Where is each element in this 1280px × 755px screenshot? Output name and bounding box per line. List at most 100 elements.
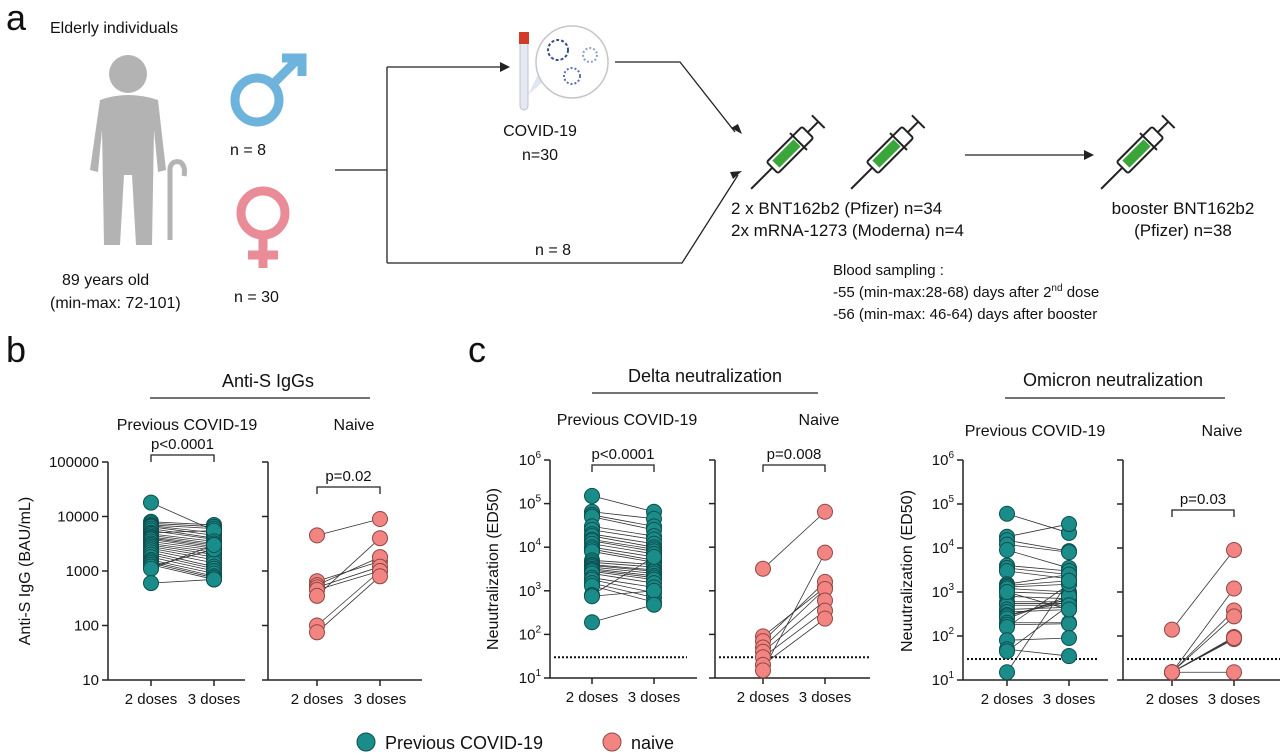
chart-title: Anti-S IgGs bbox=[222, 371, 314, 391]
x-tick-label: 2 doses bbox=[125, 691, 178, 708]
pair-line bbox=[591, 561, 655, 568]
pair-line bbox=[150, 548, 215, 568]
p-value-label: p=0.02 bbox=[325, 468, 371, 485]
data-point-3-doses bbox=[1061, 630, 1077, 647]
pair-line bbox=[150, 579, 215, 584]
data-point-2-doses bbox=[584, 588, 600, 605]
pair-line bbox=[591, 582, 655, 598]
female-count: n = 30 bbox=[234, 289, 279, 306]
covid-test-tube-icon bbox=[519, 25, 609, 111]
primary-vaccine-line1: 2 x BNT162b2 (Pfizer) n=34 bbox=[731, 199, 942, 218]
pair-line bbox=[1006, 604, 1070, 652]
pair-line bbox=[316, 575, 381, 633]
significance-bracket bbox=[150, 454, 215, 462]
group-label: Previous COVID-19 bbox=[557, 412, 698, 429]
chart-1: Delta neutralization Neuutralization (ED5… bbox=[485, 366, 870, 706]
pair-line bbox=[1006, 549, 1070, 569]
sampling-title: Blood sampling : bbox=[833, 262, 944, 279]
legend-label-previous-covid: Previous COVID-19 bbox=[385, 733, 543, 753]
pair-line bbox=[1006, 591, 1070, 595]
pair-line bbox=[150, 528, 215, 539]
booster-syringe-icon bbox=[1100, 114, 1176, 190]
data-point-2-doses bbox=[999, 584, 1015, 600]
pair-line bbox=[1006, 580, 1070, 673]
p-value-label: p<0.0001 bbox=[592, 446, 655, 463]
pair-line bbox=[1006, 574, 1070, 585]
pair-line bbox=[591, 529, 655, 540]
pair-line bbox=[1006, 609, 1070, 613]
data-point-3-doses bbox=[372, 530, 388, 547]
data-point-3-doses bbox=[1061, 601, 1077, 618]
panel-c-letter: c bbox=[468, 329, 486, 370]
data-point-3-doses bbox=[646, 548, 662, 565]
data-point-3-doses bbox=[817, 610, 833, 627]
data-point-2-doses bbox=[999, 664, 1015, 681]
pair-line bbox=[1006, 583, 1070, 628]
sampling-line2: -56 (min-max: 46-64) days after booster bbox=[833, 306, 1097, 323]
pair-line bbox=[762, 618, 826, 666]
male-symbol-icon bbox=[230, 53, 307, 127]
booster-line1: booster BNT162b2 bbox=[1112, 199, 1255, 218]
sampling-line1: -55 (min-max:28-68) days after 2nd dose bbox=[833, 283, 1099, 301]
y-tick-label: 100 bbox=[74, 618, 99, 635]
pair-line bbox=[150, 530, 215, 540]
data-point-2-doses bbox=[999, 505, 1015, 522]
pair-line bbox=[591, 565, 655, 572]
legend-label-naive: naive bbox=[631, 733, 674, 753]
pair-line bbox=[1006, 513, 1070, 534]
pair-line bbox=[1006, 580, 1070, 586]
pair-line bbox=[1006, 523, 1070, 538]
pair-line bbox=[316, 518, 381, 536]
y-tick-label: 101 bbox=[519, 668, 542, 687]
charts: Anti-S IgGs Anti-S IgG (BAU/mL) Previous C… bbox=[17, 366, 1280, 708]
data-point-3-doses bbox=[372, 568, 388, 585]
pair-line bbox=[591, 559, 655, 565]
pair-line bbox=[1171, 616, 1235, 673]
pair-line bbox=[1006, 570, 1070, 580]
pair-line bbox=[1171, 549, 1235, 630]
pair-line bbox=[316, 537, 381, 597]
pair-line bbox=[1171, 588, 1235, 673]
pair-line bbox=[150, 526, 215, 536]
pair-line bbox=[150, 533, 215, 542]
chart-0: Anti-S IgGs Anti-S IgG (BAU/mL) Previous C… bbox=[17, 371, 422, 708]
data-point-3-doses bbox=[372, 510, 388, 527]
y-tick-label: 102 bbox=[932, 626, 955, 645]
group-label: Naive bbox=[1202, 423, 1243, 440]
pair-line bbox=[150, 530, 215, 534]
group-label: Previous COVID-19 bbox=[965, 423, 1106, 440]
pair-line bbox=[150, 544, 215, 570]
pair-line bbox=[591, 511, 655, 520]
group-label: Previous COVID-19 bbox=[117, 417, 258, 434]
data-point-3-doses bbox=[817, 503, 833, 520]
data-point-2-doses bbox=[143, 494, 159, 511]
pair-line bbox=[1006, 595, 1070, 600]
pair-line bbox=[591, 526, 655, 537]
pair-line bbox=[150, 564, 215, 580]
p-value-label: p=0.008 bbox=[767, 446, 822, 463]
data-point-2-doses bbox=[1164, 621, 1180, 638]
significance-bracket bbox=[1171, 509, 1235, 517]
x-tick-label: 3 doses bbox=[1208, 691, 1261, 708]
x-tick-label: 3 doses bbox=[799, 689, 852, 706]
population-label: Elderly individuals bbox=[50, 20, 178, 37]
covid-label: COVID-19 bbox=[503, 123, 577, 140]
pair-line bbox=[150, 543, 215, 553]
data-point-2-doses bbox=[143, 575, 159, 592]
chart-title: Delta neutralization bbox=[628, 366, 782, 386]
pair-line bbox=[150, 539, 215, 549]
pair-line bbox=[762, 588, 826, 648]
pair-line bbox=[591, 577, 655, 588]
pair-line bbox=[591, 556, 655, 596]
syringe-icon bbox=[750, 114, 826, 190]
flow-arrows bbox=[335, 61, 1094, 264]
data-point-2-doses bbox=[999, 643, 1015, 660]
pair-line bbox=[150, 562, 215, 579]
pair-line bbox=[762, 600, 826, 653]
data-point-2-doses bbox=[1164, 664, 1180, 681]
booster-line2: (Pfizer) n=38 bbox=[1134, 221, 1232, 240]
pair-line bbox=[591, 540, 655, 552]
pair-line bbox=[591, 543, 655, 555]
data-point-2-doses bbox=[755, 560, 771, 577]
